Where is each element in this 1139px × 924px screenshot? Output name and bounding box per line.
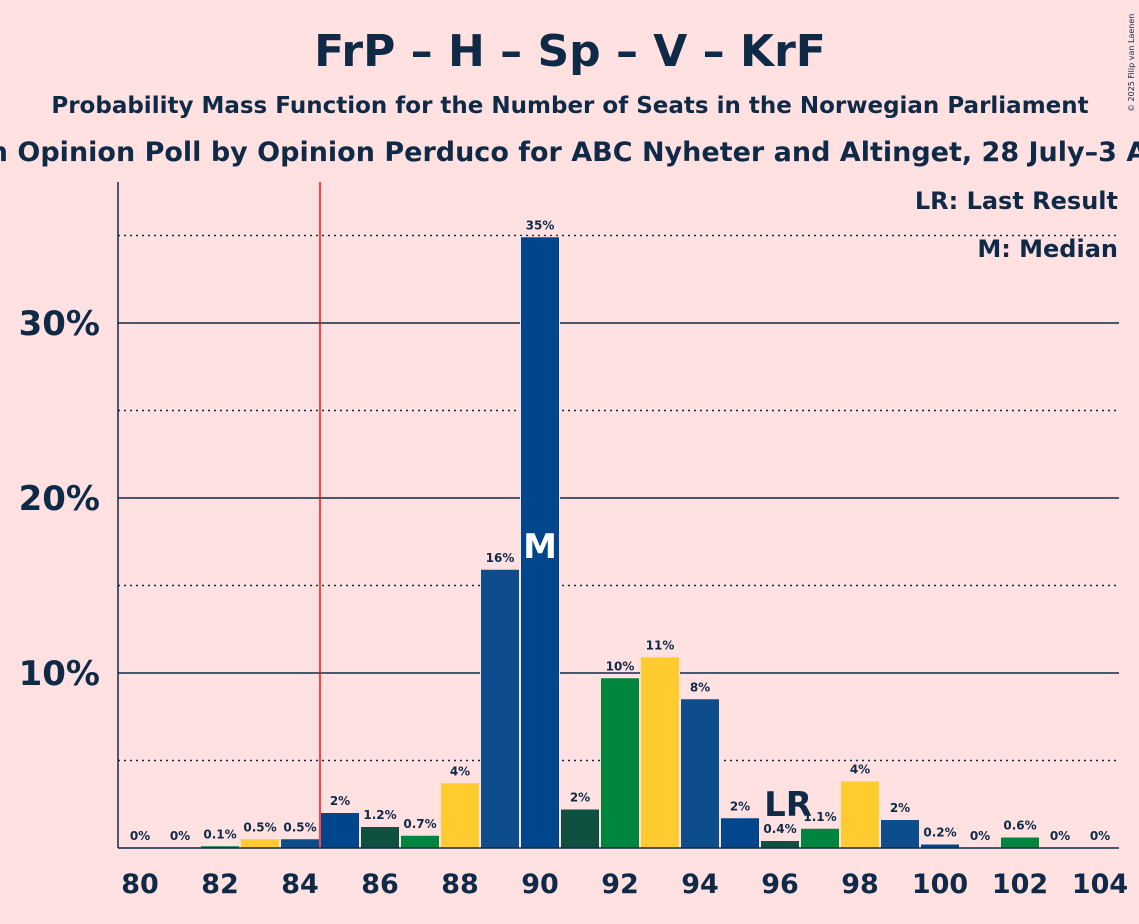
data-label-87: 0.7% bbox=[403, 817, 436, 831]
data-label-84: 0.5% bbox=[283, 820, 316, 834]
data-label-85: 2% bbox=[330, 794, 350, 808]
x-tick-label: 102 bbox=[992, 869, 1048, 900]
bar-90 bbox=[521, 237, 559, 848]
bar-91 bbox=[561, 809, 599, 848]
data-label-98: 4% bbox=[850, 763, 870, 777]
x-tick-label: 82 bbox=[201, 869, 239, 900]
data-label-91: 2% bbox=[570, 791, 590, 805]
bar-99 bbox=[881, 820, 919, 848]
bars-group bbox=[200, 236, 1040, 848]
x-tick-label: 92 bbox=[601, 869, 639, 900]
bar-97 bbox=[801, 828, 839, 848]
data-label-80: 0% bbox=[130, 829, 150, 843]
bar-84 bbox=[281, 839, 319, 848]
x-tick-label: 88 bbox=[441, 869, 479, 900]
data-label-97: 1.1% bbox=[803, 810, 836, 824]
copyright-notice: © 2025 Filip van Laenen bbox=[1127, 14, 1136, 112]
y-tick-label: 20% bbox=[19, 479, 100, 519]
data-label-93: 11% bbox=[646, 638, 675, 652]
x-tick-label: 100 bbox=[912, 869, 968, 900]
bar-96 bbox=[761, 841, 799, 848]
x-tick-label: 90 bbox=[521, 869, 559, 900]
data-labels-group: 0% 0% 0.1% 0.5% 0.5% 2% 1.2% 0.7% 4% 16% 35% 2% 10% 1… bbox=[130, 218, 1110, 843]
data-label-96: 0.4% bbox=[763, 822, 796, 836]
bar-87 bbox=[401, 835, 439, 848]
data-label-94: 8% bbox=[690, 680, 710, 694]
chart-title: FrP – H – Sp – V – KrF bbox=[314, 26, 826, 77]
bar-95 bbox=[721, 818, 759, 848]
x-tick-label: 104 bbox=[1072, 869, 1128, 900]
x-tick-label: 80 bbox=[121, 869, 159, 900]
y-tick-label: 10% bbox=[19, 654, 100, 694]
data-label-102: 0.6% bbox=[1003, 819, 1036, 833]
bar-89 bbox=[481, 569, 519, 848]
bar-92 bbox=[601, 678, 639, 848]
last-result-marker: LR bbox=[764, 785, 812, 825]
bar-102 bbox=[1001, 837, 1039, 848]
bar-93 bbox=[641, 657, 679, 848]
x-tick-label: 94 bbox=[681, 869, 719, 900]
data-label-82: 0.1% bbox=[203, 827, 236, 841]
data-label-95: 2% bbox=[730, 799, 750, 813]
data-label-100: 0.2% bbox=[923, 826, 956, 840]
data-label-92: 10% bbox=[606, 659, 635, 673]
x-tick-label: 98 bbox=[841, 869, 879, 900]
gridlines bbox=[118, 234, 1119, 762]
median-marker: M bbox=[523, 527, 557, 567]
data-label-101: 0% bbox=[970, 829, 990, 843]
y-axis: 10% 20% 30% bbox=[19, 304, 100, 694]
x-tick-label: 96 bbox=[761, 869, 799, 900]
bar-88 bbox=[441, 783, 479, 848]
bar-82 bbox=[201, 846, 239, 848]
y-tick-label: 30% bbox=[19, 304, 100, 344]
bar-85 bbox=[321, 813, 359, 848]
data-label-99: 2% bbox=[890, 801, 910, 815]
bar-83 bbox=[241, 839, 279, 848]
data-label-88: 4% bbox=[450, 764, 470, 778]
data-label-86: 1.2% bbox=[363, 808, 396, 822]
chart-subtitle: Probability Mass Function for the Number… bbox=[51, 93, 1088, 119]
legend-last-result: LR: Last Result bbox=[915, 187, 1118, 215]
data-label-103: 0% bbox=[1050, 829, 1070, 843]
x-tick-label: 84 bbox=[281, 869, 319, 900]
data-label-83: 0.5% bbox=[243, 820, 276, 834]
chart-subtitle-source: Based on an Opinion Poll by Opinion Perd… bbox=[0, 137, 1139, 168]
data-label-104: 0% bbox=[1090, 829, 1110, 843]
x-tick-label: 86 bbox=[361, 869, 399, 900]
bar-94 bbox=[681, 699, 719, 848]
legend-median: M: Median bbox=[977, 235, 1118, 263]
bar-98 bbox=[841, 781, 879, 848]
x-axis: 80 82 84 86 88 90 92 94 96 98 100 102 104 bbox=[121, 869, 1128, 900]
bar-100 bbox=[921, 844, 959, 848]
data-label-90: 35% bbox=[526, 218, 555, 232]
data-label-81: 0% bbox=[170, 829, 190, 843]
data-label-89: 16% bbox=[486, 551, 515, 565]
bar-86 bbox=[361, 827, 399, 848]
